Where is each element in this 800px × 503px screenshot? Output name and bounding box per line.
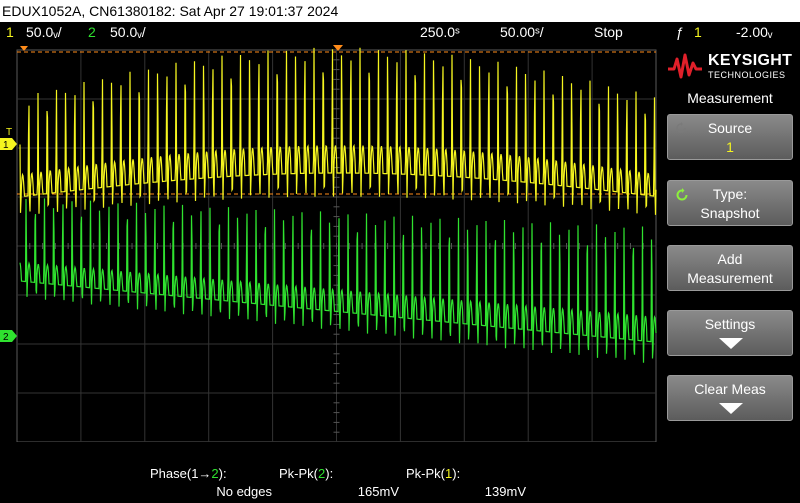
softkey-value: 1 [726, 139, 734, 155]
trigger-source[interactable]: 1 [694, 24, 702, 40]
measurement-value: 165mV [357, 484, 399, 499]
softkey-label: Settings [704, 316, 756, 332]
time-ref-marker-left [20, 46, 28, 51]
add-measurement-softkey[interactable]: Add Measurement [667, 245, 793, 291]
ch2-waveform [19, 198, 657, 363]
softkey-label: Add [717, 251, 743, 267]
softkey-label: Source [707, 120, 753, 136]
measurement-value: No edges [216, 484, 272, 499]
measurement-pkpk-ch2[interactable]: Pk-Pk(2): 165mV [279, 466, 399, 500]
keysight-wave-icon [668, 53, 702, 79]
type-softkey[interactable]: Type: Snapshot [667, 180, 793, 226]
time-ref-marker-center [333, 45, 343, 51]
ch1-ground-marker[interactable]: 1 [0, 138, 17, 151]
measurement-bar: Phase(1→2): No edges Pk-Pk(2): 165mV Pk-… [0, 462, 660, 503]
ch1-scale[interactable]: 50.0ᵥ/ [26, 24, 62, 40]
menu-heading: Measurement [687, 90, 773, 106]
brand-subtitle: TECHNOLOGIES [708, 70, 786, 80]
graticule-grid [16, 49, 657, 442]
entry-knob-icon [676, 188, 688, 201]
softkey-label-line2: Measurement [687, 270, 773, 286]
clear-meas-softkey[interactable]: Clear Meas [667, 375, 793, 421]
measurement-pkpk-ch1[interactable]: Pk-Pk(1): 139mV [406, 466, 526, 500]
measurement-label: Phase(1→2): [150, 466, 227, 481]
softkey-label: Clear Meas [694, 381, 766, 397]
keysight-logo: KEYSIGHT TECHNOLOGIES [666, 48, 796, 84]
measurement-label: Pk-Pk(1): [406, 466, 461, 481]
waveform-display[interactable]: 1 T 2 [0, 42, 660, 442]
measurement-value: 139mV [484, 484, 526, 499]
title-bar: EDUX1052A, CN61380182: Sat Apr 27 19:01:… [0, 0, 800, 22]
measurement-phase[interactable]: Phase(1→2): No edges [150, 466, 272, 500]
ch2-ground-marker-label: 2 [3, 332, 9, 343]
ch1-ground-marker-label: 1 [3, 140, 9, 151]
trigger-level-marker: T [6, 127, 12, 138]
softkey-label: Type: [712, 186, 748, 202]
measurement-label: Pk-Pk(2): [279, 466, 334, 481]
title-text: EDUX1052A, CN61380182: Sat Apr 27 19:01:… [2, 3, 339, 19]
waveform-canvas: 1 T 2 [0, 45, 657, 442]
softkey-panel: KEYSIGHT TECHNOLOGIES Measurement Source… [660, 42, 800, 503]
trigger-level[interactable]: -2.00ᵥ [736, 24, 773, 40]
run-state: Stop [594, 24, 623, 40]
submenu-down-arrow-icon [719, 338, 743, 349]
ch2-scale[interactable]: 50.0ᵥ/ [110, 24, 146, 40]
ch2-number[interactable]: 2 [88, 24, 96, 40]
softkey-value: Snapshot [700, 205, 760, 221]
ch1-number[interactable]: 1 [6, 24, 14, 40]
trigger-edge-icon: ƒ [676, 24, 684, 40]
ch2-ground-marker[interactable]: 2 [0, 330, 17, 343]
status-bar: 1 50.0ᵥ/ 2 50.0ᵥ/ 250.0ˢ 50.00ˢ/ Stop ƒ … [0, 22, 800, 42]
timebase-value[interactable]: 250.0ˢ [420, 24, 460, 40]
brand-name: KEYSIGHT [708, 52, 793, 69]
source-softkey[interactable]: Source 1 [667, 114, 793, 160]
entry-knob-icon [676, 122, 686, 133]
ch1-waveform [19, 47, 657, 215]
settings-softkey[interactable]: Settings [667, 310, 793, 356]
submenu-down-arrow-icon [719, 403, 743, 414]
delay-value[interactable]: 50.00ˢ/ [500, 24, 544, 40]
